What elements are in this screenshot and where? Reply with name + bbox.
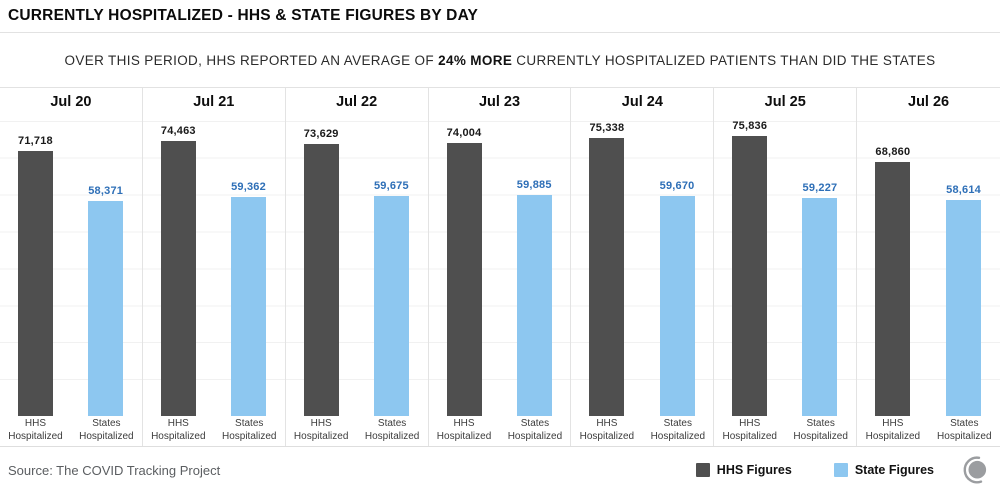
hhs-bar [303,144,339,416]
day-label: Jul 20 [50,94,92,110]
day-label: Jul 21 [193,94,235,110]
subtitle-text: OVER THIS PERIOD, HHS REPORTED AN AVERAG… [65,53,936,68]
state-bar-value: 59,885 [516,179,552,191]
hhs-bar [589,138,625,416]
state-bar-value: 59,670 [659,179,695,192]
hhs-bar [732,136,768,416]
day-panel: Jul 20 71,718 58,371 HHS Hospitalized Sta… [0,88,143,446]
state-bar-value: 59,675 [373,179,409,192]
state-bar [231,197,267,416]
header: CURRENTLY HOSPITALIZED - HHS & STATE FIG… [0,0,1000,33]
hhs-bar-value: 74,463 [160,125,196,138]
hhs-axis-label: HHS Hospitalized [8,418,63,442]
hhs-bar [446,142,482,416]
hhs-axis-label: HHS Hospitalized [293,418,349,442]
day-panel: Jul 24 75,338 59,670 HHS Hospitalized Sta… [571,88,715,446]
state-bar-value: 58,614 [946,183,981,196]
state-axis-label: States Hospitalized [937,418,992,442]
hhs-legend-label: HHS Figures [716,463,792,477]
day-label: Jul 23 [478,94,521,110]
state-bar [946,199,982,416]
legend-item-state: State Figures [833,463,934,477]
hhs-bar [875,161,911,416]
state-axis-label: States Hospitalized [364,418,420,442]
hhs-axis-label: HHS Hospitalized [579,418,635,442]
hhs-axis-label: HHS Hospitalized [865,418,921,442]
state-axis-label: States Hospitalized [650,418,706,442]
hhs-bar-value: 75,338 [589,122,625,134]
hhs-bar-value: 71,718 [18,135,53,148]
state-bar [659,195,695,416]
state-legend-swatch [833,463,848,477]
state-bar-value: 58,371 [88,184,124,197]
hhs-bar-value: 75,836 [732,120,768,133]
day-label: Jul 25 [764,94,806,110]
state-axis-label: States Hospitalized [221,418,277,442]
subtitle-suffix: CURRENTLY HOSPITALIZED PATIENTS THAN DID… [512,52,936,68]
day-panel: Jul 26 68,860 58,614 HHS Hospitalized Sta… [857,88,1000,446]
day-panel: Jul 22 73,629 59,675 HHS Hospitalized Sta… [286,88,429,446]
subtitle-prefix: OVER THIS PERIOD, HHS REPORTED AN AVERAG… [64,52,439,68]
state-bar [516,195,552,416]
subtitle-highlight: 24% MORE [438,52,513,68]
footer: Source: The COVID Tracking Project HHS F… [0,447,1000,493]
state-bar [373,195,409,416]
day-label: Jul 24 [621,94,663,110]
hhs-bar-value: 68,860 [875,145,911,158]
day-label: Jul 22 [336,94,378,110]
state-bar [88,200,124,416]
source-text: Source: The COVID Tracking Project [8,462,221,478]
day-panel: Jul 23 74,004 59,885 HHS Hospitalized Sta… [429,88,572,446]
hhs-axis-label: HHS Hospitalized [151,418,206,442]
hhs-bar [160,141,196,416]
legend-item-hhs: HHS Figures [695,463,792,477]
subtitle-bar: OVER THIS PERIOD, HHS REPORTED AN AVERAG… [0,33,1000,88]
state-bar [802,197,838,416]
state-axis-label: States Hospitalized [793,418,848,442]
bar-chart: Jul 20 71,718 58,371 HHS Hospitalized Sta… [0,88,1000,447]
hhs-bar-value: 73,629 [303,128,339,141]
page-title: CURRENTLY HOSPITALIZED - HHS & STATE FIG… [8,7,479,24]
state-bar-value: 59,227 [802,181,838,194]
hhs-axis-label: HHS Hospitalized [436,418,492,442]
hhs-axis-label: HHS Hospitalized [722,418,777,442]
state-bar-value: 59,362 [231,181,266,193]
day-label: Jul 26 [908,94,950,110]
day-panel: Jul 25 75,836 59,227 HHS Hospitalized Sta… [714,88,858,446]
state-axis-label: States Hospitalized [507,418,563,442]
state-legend-label: State Figures [854,463,934,477]
hhs-legend-swatch [695,463,710,477]
covid-tracking-project-logo [963,456,987,484]
day-panel: Jul 21 74,463 59,362 HHS Hospitalized Sta… [143,88,286,446]
hhs-bar [17,151,53,416]
hhs-bar-value: 74,004 [446,126,482,139]
state-axis-label: States Hospitalized [79,418,134,442]
legend: HHS Figures State Figures [695,455,1000,485]
chart-panels: Jul 20 71,718 58,371 HHS Hospitalized Sta… [0,88,1000,446]
